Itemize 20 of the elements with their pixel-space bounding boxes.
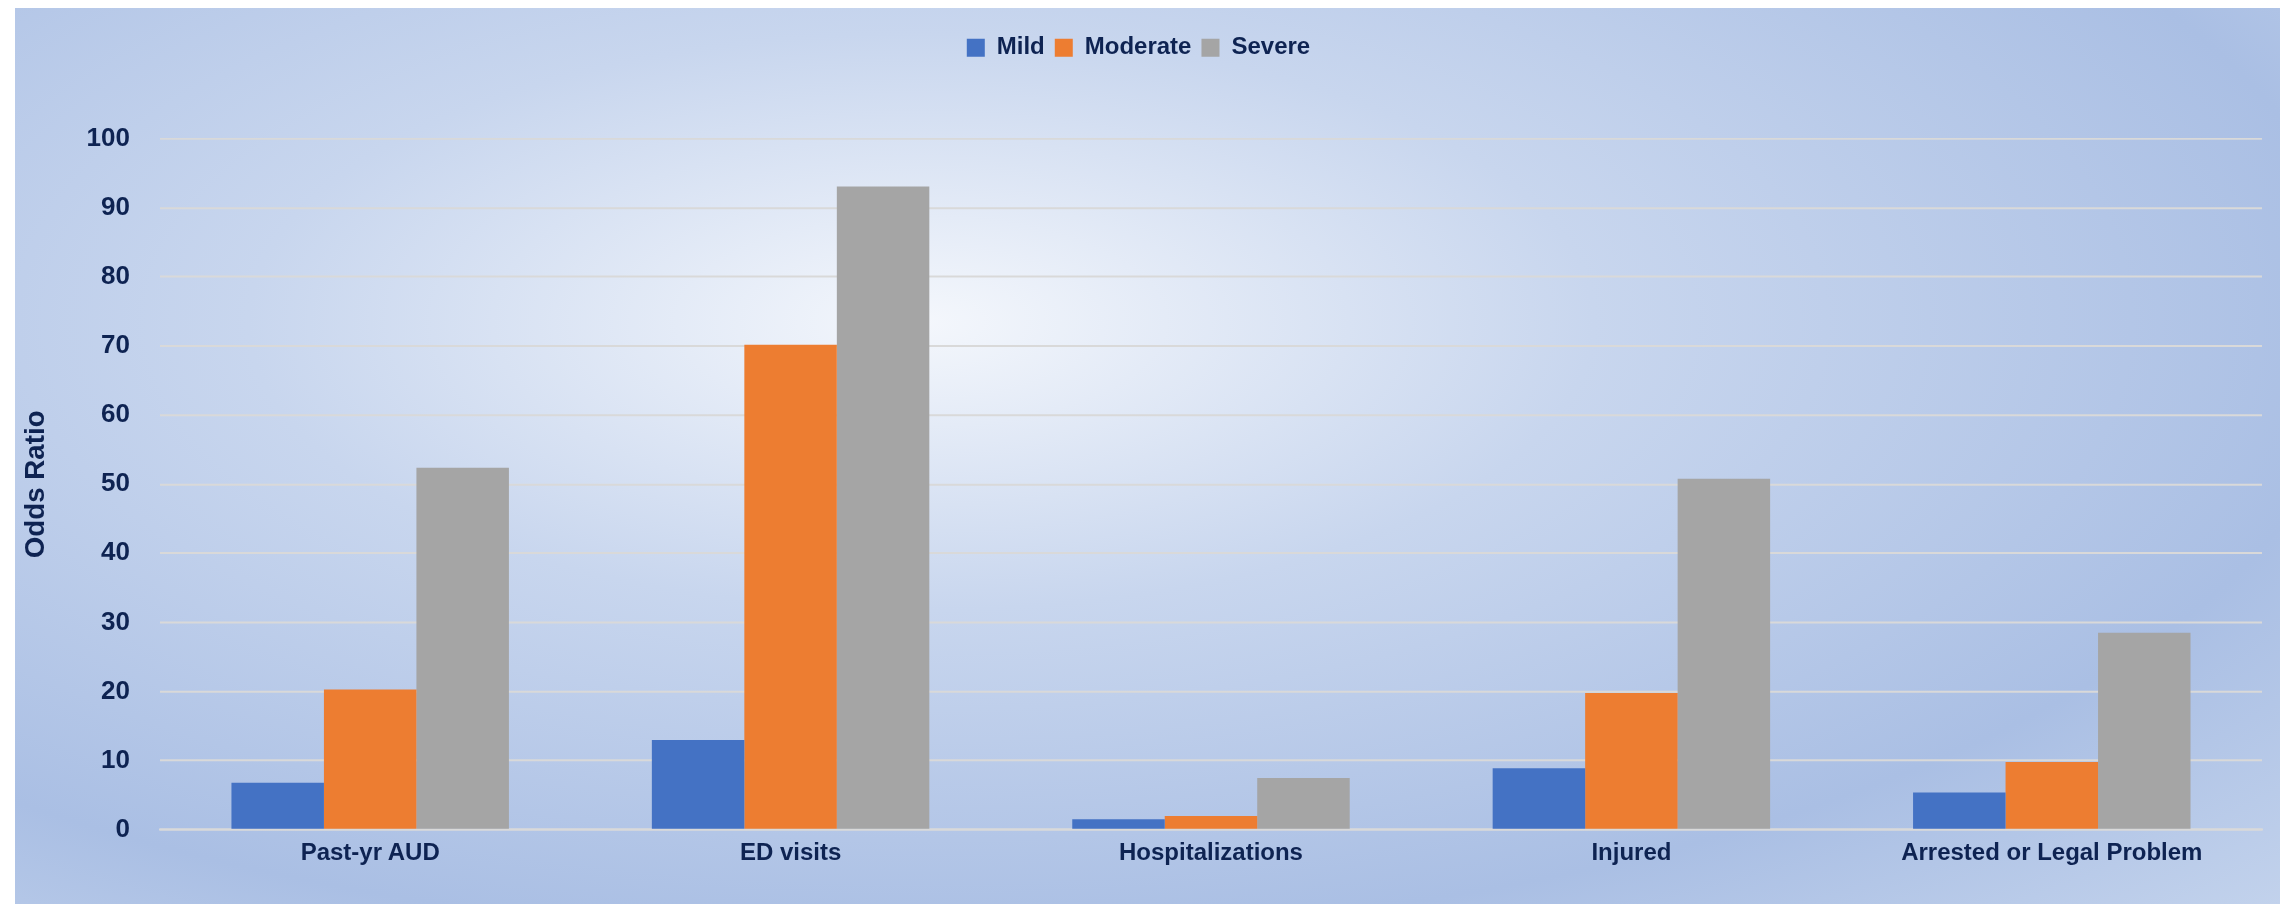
legend-label: Moderate xyxy=(1084,32,1192,60)
x-tick-label: Arrested or Legal Problem xyxy=(1901,838,2203,866)
y-tick-label: 20 xyxy=(101,675,130,704)
y-tick-label: 30 xyxy=(101,606,130,635)
y-tick-label: 60 xyxy=(101,399,130,428)
y-tick-label: 50 xyxy=(101,468,130,497)
y-tick-label: 0 xyxy=(115,813,130,842)
y-tick-label: 40 xyxy=(101,537,130,566)
x-tick-label: Hospitalizations xyxy=(1119,838,1303,866)
legend-label: Severe xyxy=(1231,32,1311,60)
y-tick-label: 80 xyxy=(101,261,130,290)
y-tick-label: 10 xyxy=(101,744,130,773)
x-tick-label: Injured xyxy=(1591,838,1672,866)
y-axis-title: Odds Ratio xyxy=(18,410,50,559)
legend-label: Mild xyxy=(996,32,1045,60)
y-tick-label: 70 xyxy=(101,330,130,359)
x-tick-label: Past-yr AUD xyxy=(300,838,440,866)
y-tick-label: 100 xyxy=(86,123,130,151)
x-tick-label: ED visits xyxy=(739,838,842,866)
y-tick-label: 90 xyxy=(101,192,130,221)
